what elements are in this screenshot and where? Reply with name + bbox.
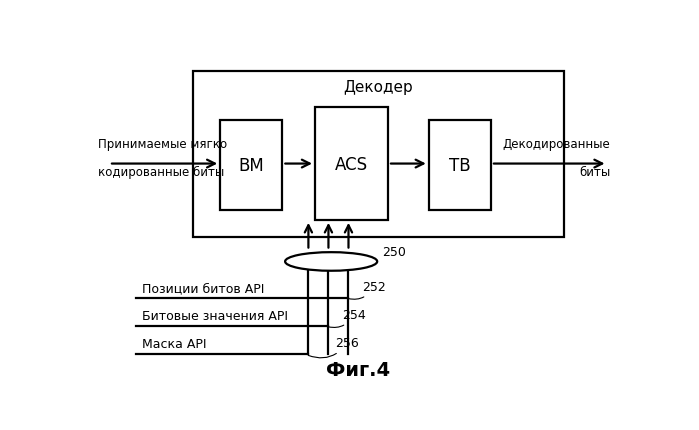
Text: кодированные биты: кодированные биты <box>98 166 224 179</box>
FancyBboxPatch shape <box>220 121 282 211</box>
Text: Принимаемые мягко: Принимаемые мягко <box>98 138 227 151</box>
Text: ACS: ACS <box>335 155 368 173</box>
Text: BM: BM <box>238 157 264 175</box>
Text: Фиг.4: Фиг.4 <box>326 360 390 379</box>
Text: Маска API: Маска API <box>141 338 206 350</box>
FancyBboxPatch shape <box>193 71 564 237</box>
Text: 252: 252 <box>349 280 386 300</box>
Text: TB: TB <box>449 157 470 175</box>
Text: биты: биты <box>579 166 610 179</box>
Text: Декодированные: Декодированные <box>503 138 610 151</box>
Text: Битовые значения API: Битовые значения API <box>141 310 287 322</box>
Text: 254: 254 <box>329 308 366 328</box>
Ellipse shape <box>285 252 377 271</box>
Text: 256: 256 <box>308 336 359 358</box>
Text: 250: 250 <box>382 246 407 258</box>
Text: Декодер: Декодер <box>344 80 413 95</box>
FancyBboxPatch shape <box>428 121 491 211</box>
FancyBboxPatch shape <box>315 108 388 221</box>
Text: Позиции битов API: Позиции битов API <box>141 281 264 294</box>
